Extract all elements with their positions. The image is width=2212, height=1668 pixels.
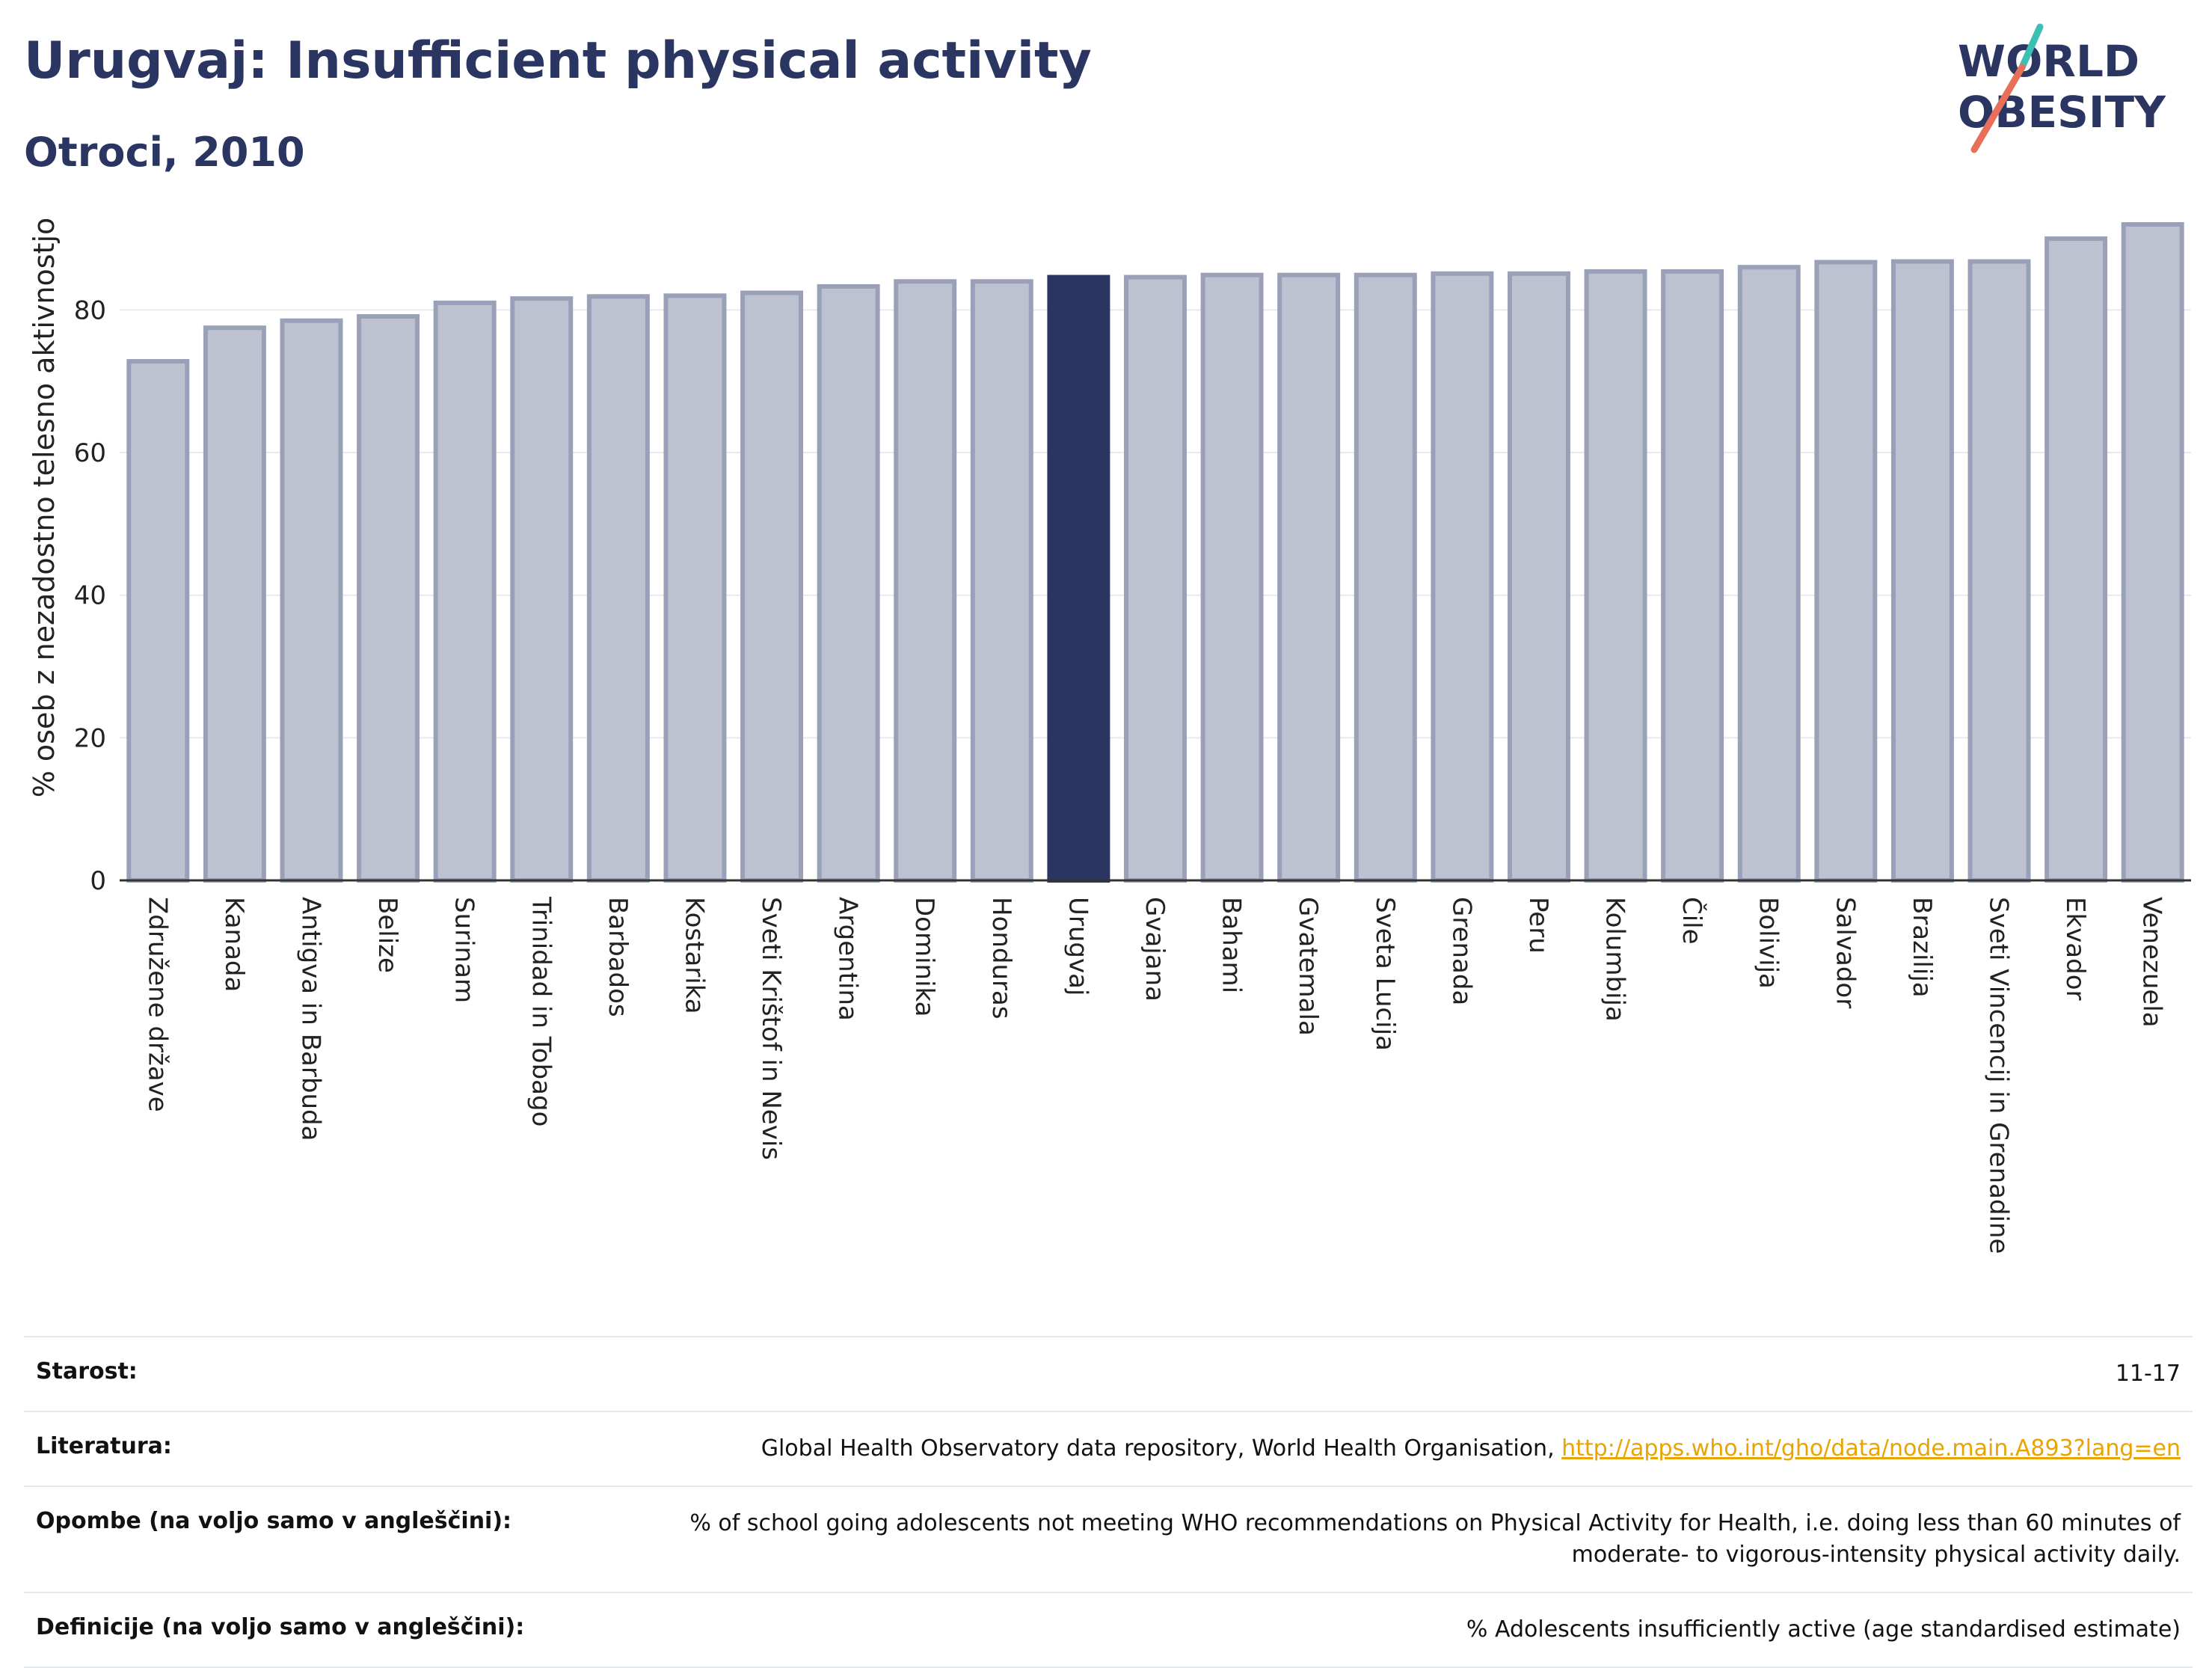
notes-value: % of school going adolescents not meetin… [689, 1510, 2181, 1568]
bar [2044, 236, 2108, 883]
age-label: Starost: [36, 1358, 138, 1385]
logo-slash-coral [1970, 64, 2026, 153]
x-tick-label: Venezuela [2137, 897, 2167, 1028]
logo-slash-teal [2018, 23, 2044, 71]
x-tick-label: Surinam [449, 897, 479, 1003]
y-tick-label: 0 [90, 866, 106, 896]
x-tick-label: Belize [372, 897, 402, 973]
bar [2121, 222, 2184, 883]
x-tick-label: Argentina [833, 897, 863, 1021]
bar [1124, 275, 1187, 883]
x-tick-label: Barbados [603, 897, 633, 1017]
bar [1661, 269, 1724, 883]
literature-text: Global Health Observatory data repositor… [761, 1435, 1562, 1462]
bar [1507, 271, 1570, 883]
bar [1047, 275, 1110, 883]
x-tick-label: Trinidad in Tobago [526, 896, 556, 1126]
bar [1354, 272, 1417, 883]
x-tick-label: Gvatemala [1293, 897, 1323, 1036]
info-row-literature: Literatura: Global Health Observatory da… [24, 1411, 2193, 1485]
x-tick-label: Grenada [1446, 897, 1476, 1005]
literature-label: Literatura: [36, 1433, 172, 1459]
bar [894, 279, 957, 883]
x-tick-label: Antigva in Barbuda [295, 897, 325, 1141]
bar [280, 318, 343, 883]
info-row-age: Starost: 11-17 [24, 1336, 2193, 1411]
bar [1737, 265, 1801, 883]
bar [1814, 260, 1878, 883]
x-tick-label: Bahami [1217, 897, 1247, 993]
logo-line1: WORLD [1958, 36, 2139, 87]
x-tick-label: Združene države [142, 897, 172, 1112]
bar [433, 300, 497, 883]
page-title: Urugvaj: Insufficient physical activity [24, 31, 1092, 91]
y-tick-label: 20 [74, 723, 106, 753]
x-tick-label: Peru [1523, 897, 1553, 954]
y-axis-label: % oseb z nezadostno telesno aktivnostjo [28, 218, 61, 798]
x-tick-label: Sveta Lucija [1370, 897, 1400, 1051]
notes-label: Opombe (na voljo samo v angleščini): [36, 1508, 512, 1534]
x-tick-label: Salvador [1830, 897, 1860, 1008]
x-tick-label: Urugvaj [1063, 897, 1093, 996]
bar [1890, 259, 1954, 883]
bar [663, 293, 727, 883]
bar [126, 359, 190, 883]
x-tick-label: Dominika [909, 897, 939, 1017]
x-tick-label: Honduras [986, 897, 1016, 1019]
x-tick-label: Čile [1677, 897, 1707, 945]
bar [1277, 272, 1341, 883]
bar [740, 290, 804, 883]
bar [817, 283, 880, 883]
bar [1431, 271, 1494, 883]
x-tick-label: Kostarika [679, 897, 709, 1014]
world-obesity-logo: WORLD OBESITY [1958, 23, 2166, 153]
bar [1584, 269, 1647, 883]
bar [203, 325, 266, 883]
bar [1200, 272, 1264, 883]
x-tick-label: Sveti Vincencij in Grenadine [1984, 897, 2014, 1254]
literature-link[interactable]: http://apps.who.int/gho/data/node.main.A… [1561, 1435, 2181, 1462]
x-tick-label: Kanada [219, 897, 249, 992]
definitions-value: % Adolescents insufficiently active (age… [1466, 1616, 2181, 1643]
x-tick-label: Ekvador [2060, 897, 2090, 1001]
y-tick-label: 40 [74, 581, 106, 611]
x-tick-label: Bolivija [1754, 897, 1784, 989]
page-subtitle: Otroci, 2010 [24, 129, 305, 176]
bar [1967, 259, 2031, 883]
info-table: Starost: 11-17 Literatura: Global Health… [24, 1336, 2193, 1668]
y-tick-label: 60 [74, 438, 106, 468]
definitions-label: Definicije (na voljo samo v angleščini): [36, 1614, 525, 1640]
bar [357, 313, 420, 883]
x-tick-label: Kolumbija [1600, 897, 1630, 1022]
x-tick-label: Gvajana [1140, 897, 1170, 1002]
bar-chart: 0 20 40 60 80 % oseb z nezadostno telesno akt… [28, 218, 2191, 1254]
bar [510, 296, 574, 883]
age-value: 11-17 [2115, 1361, 2181, 1387]
x-tick-label: Sveti Krištof in Nevis [756, 897, 786, 1160]
y-tick-label: 80 [74, 295, 106, 325]
bar [586, 294, 650, 883]
bar [970, 279, 1033, 883]
literature-value: Global Health Observatory data repositor… [761, 1433, 2181, 1465]
x-tick-label: Brazilija [1907, 897, 1937, 998]
info-row-definitions: Definicije (na voljo samo v angleščini):… [24, 1592, 2193, 1668]
info-row-notes: Opombe (na voljo samo v angleščini): % o… [24, 1485, 2193, 1592]
